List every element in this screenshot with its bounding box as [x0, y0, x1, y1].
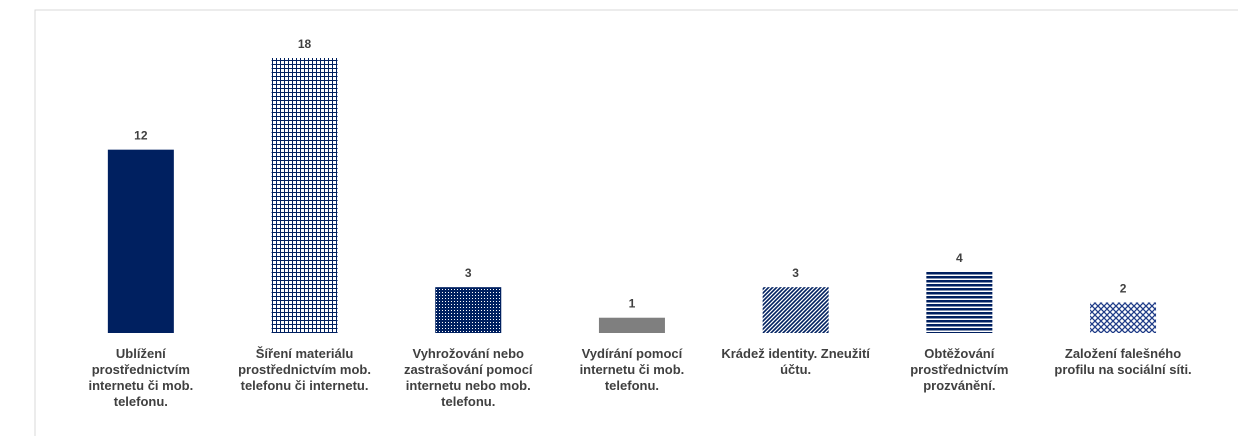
value-label: 3	[465, 266, 472, 280]
category-label: Krádež identity. Zneužití účtu.	[721, 346, 870, 377]
value-label: 4	[956, 251, 963, 265]
value-label: 2	[1120, 281, 1127, 295]
category-label: Ublížení prostřednictvím internetu či mo…	[88, 346, 194, 409]
value-label: 12	[134, 129, 148, 143]
bar	[271, 58, 338, 333]
bar	[762, 287, 829, 333]
bar	[926, 271, 993, 333]
category-label: Obtěžování prostřednictvím prozvánění.	[910, 346, 1009, 393]
category-label: Šíření materiálu prostřednictvím mob. te…	[238, 346, 371, 393]
value-label: 3	[792, 266, 799, 280]
bar	[598, 317, 665, 333]
category-label: Vyhrožování nebo zastrašování pomocí int…	[403, 346, 533, 409]
value-label: 18	[298, 37, 312, 51]
value-label: 1	[629, 297, 636, 311]
bar	[107, 149, 174, 333]
chart-border	[34, 9, 1238, 436]
category-label: Založení falešného profilu na sociální s…	[1054, 346, 1192, 377]
bar	[435, 287, 502, 333]
bar	[1090, 302, 1157, 333]
category-label: Vydírání pomocí internetu či mob. telefo…	[579, 346, 685, 393]
